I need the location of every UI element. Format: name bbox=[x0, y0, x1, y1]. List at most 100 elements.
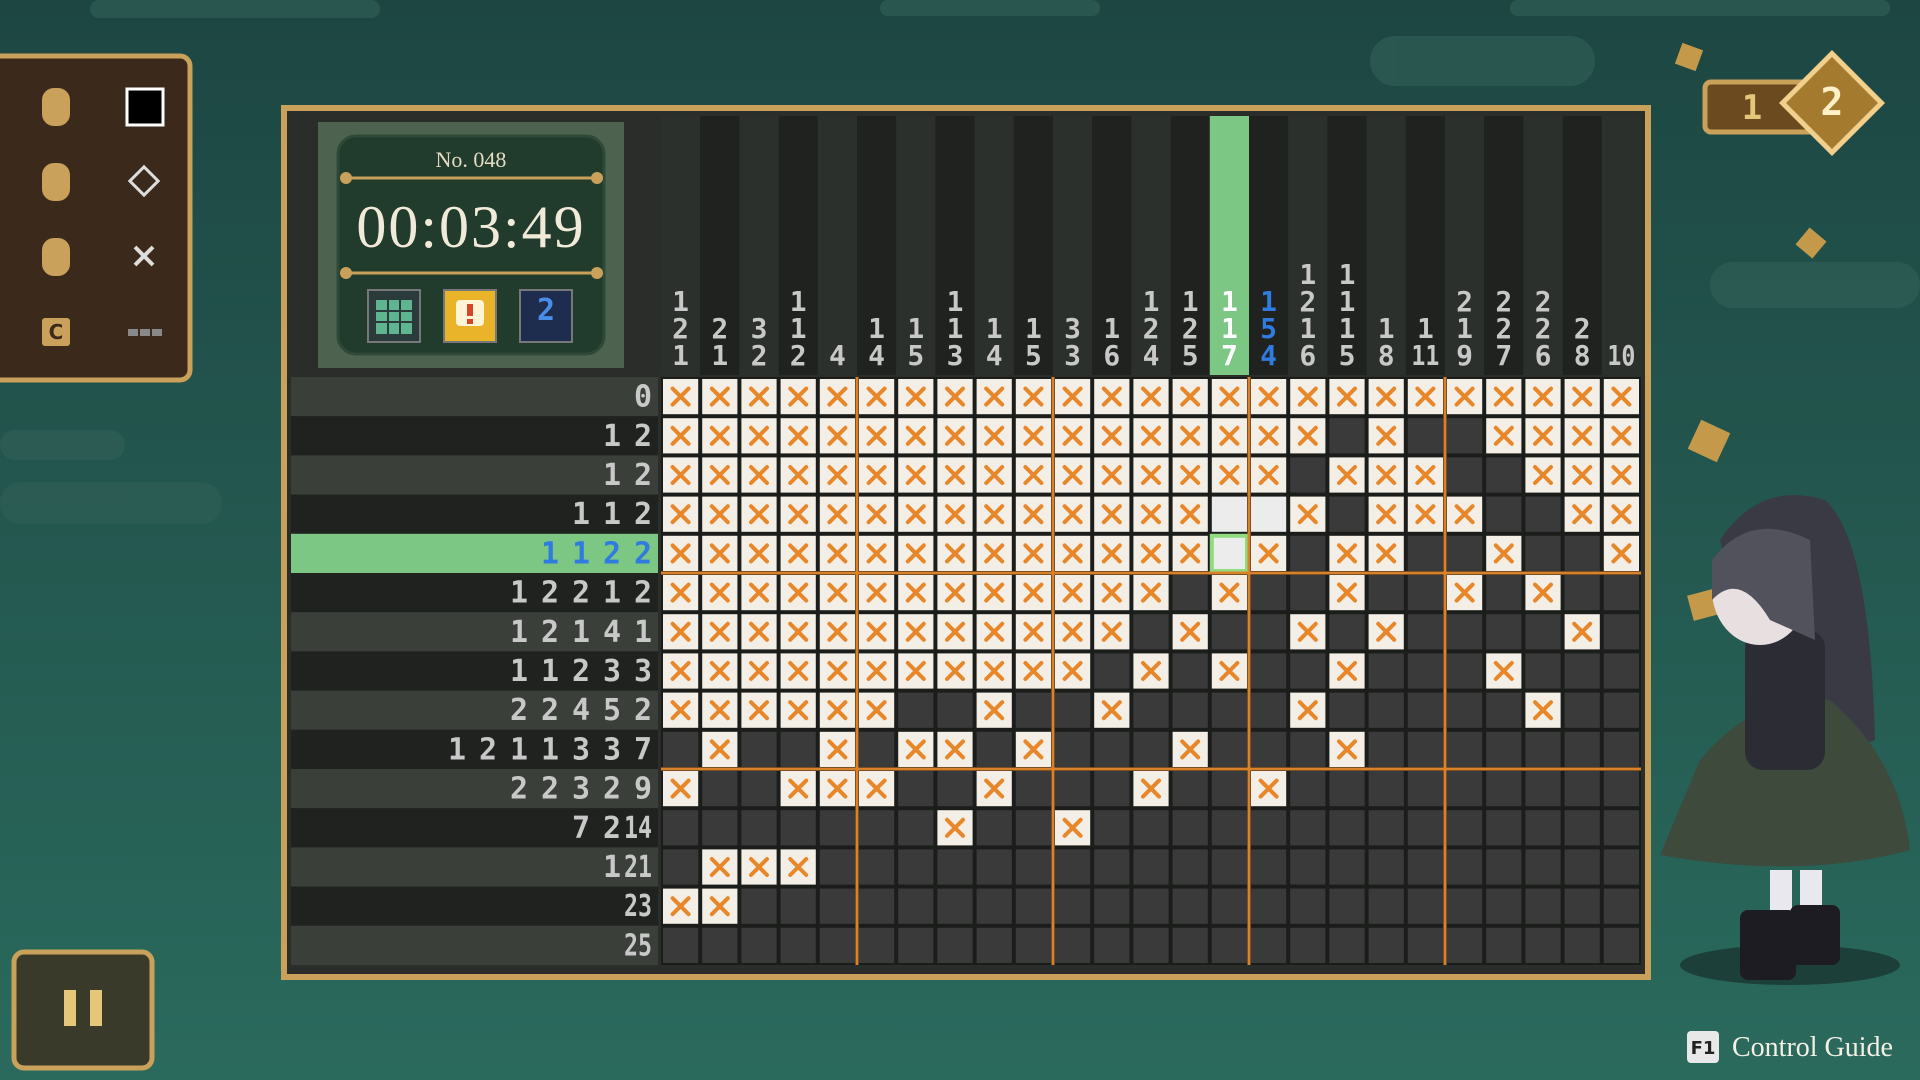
cross-mark bbox=[866, 582, 887, 603]
cell-filled bbox=[937, 771, 973, 807]
control-guide[interactable]: F1 Control Guide bbox=[1687, 1031, 1893, 1063]
cross-mark bbox=[1337, 386, 1357, 407]
cell-filled bbox=[859, 849, 895, 885]
cross-mark bbox=[866, 465, 887, 485]
cross-mark bbox=[866, 661, 887, 681]
cross-mark bbox=[945, 386, 965, 407]
cell-filled bbox=[1407, 653, 1443, 689]
cross-tool[interactable] bbox=[133, 245, 155, 267]
cross-mark bbox=[1062, 817, 1083, 838]
cross-mark bbox=[945, 543, 965, 564]
cross-mark bbox=[788, 386, 809, 407]
column-clue: 6 bbox=[1299, 339, 1316, 372]
row-clue: 2 bbox=[541, 576, 559, 611]
cell-filled bbox=[1368, 888, 1404, 924]
cross-mark bbox=[1297, 700, 1318, 721]
cross-mark bbox=[1141, 425, 1161, 446]
cross-mark bbox=[1219, 386, 1240, 407]
cross-mark bbox=[1023, 504, 1044, 525]
fill-tool[interactable] bbox=[125, 87, 165, 127]
row-clue: 1 bbox=[572, 497, 590, 532]
cross-mark bbox=[1023, 739, 1044, 760]
cross-mark bbox=[1062, 661, 1083, 681]
cross-mark bbox=[1415, 386, 1436, 407]
column-clue: 2 bbox=[711, 312, 728, 345]
cell-filled bbox=[937, 927, 973, 963]
cell-filled bbox=[1407, 927, 1443, 963]
cell-filled bbox=[1133, 810, 1169, 846]
clouds bbox=[0, 0, 1920, 524]
column-clue: 1 bbox=[711, 339, 728, 372]
cross-mark bbox=[1062, 425, 1083, 446]
cell-filled bbox=[976, 810, 1012, 846]
cross-mark bbox=[1180, 543, 1201, 564]
cell-filled bbox=[1564, 849, 1600, 885]
column-clue: 1 bbox=[1339, 258, 1356, 291]
cross-mark bbox=[984, 504, 1005, 525]
cross-mark bbox=[1611, 504, 1632, 525]
column-clue: 2 bbox=[751, 339, 768, 372]
row-clue: 2 bbox=[541, 693, 559, 728]
cross-mark bbox=[1023, 582, 1044, 603]
cross-mark bbox=[1572, 621, 1593, 642]
cross-mark bbox=[709, 386, 730, 407]
column-clue-bg bbox=[1053, 116, 1093, 375]
column-clue: 2 bbox=[1535, 312, 1552, 345]
cell-filled bbox=[1290, 457, 1326, 493]
cell-filled bbox=[1211, 692, 1247, 728]
cross-mark bbox=[1101, 504, 1122, 525]
cross-mark bbox=[1454, 386, 1475, 407]
cross-mark bbox=[788, 857, 809, 877]
cross-mark bbox=[1219, 425, 1240, 446]
cell-filled bbox=[1603, 692, 1639, 728]
cross-mark bbox=[788, 465, 809, 485]
column-clue: 4 bbox=[1143, 339, 1160, 372]
cross-mark bbox=[1297, 504, 1318, 525]
column-clue-bg bbox=[1209, 116, 1249, 375]
cell-filled bbox=[663, 810, 699, 846]
cross-mark bbox=[827, 778, 848, 799]
column-clue: 1 bbox=[1339, 312, 1356, 345]
cell-filled bbox=[1407, 692, 1443, 728]
cell-filled bbox=[1368, 810, 1404, 846]
cell-filled bbox=[741, 771, 777, 807]
cell-filled bbox=[1407, 731, 1443, 767]
hint-icon[interactable] bbox=[443, 289, 497, 343]
cross-mark bbox=[866, 621, 887, 642]
cell-filled bbox=[937, 849, 973, 885]
column-clue-bg bbox=[1562, 116, 1602, 375]
cell-filled bbox=[1603, 849, 1639, 885]
cell-filled bbox=[1486, 731, 1522, 767]
cross-mark bbox=[1533, 582, 1553, 603]
cross-mark bbox=[866, 425, 887, 446]
clear-tool[interactable] bbox=[128, 329, 162, 336]
cell-filled bbox=[1407, 418, 1443, 454]
cell-filled bbox=[859, 888, 895, 924]
key-cap bbox=[1687, 1031, 1719, 1063]
cross-mark bbox=[1258, 543, 1279, 564]
cross-mark bbox=[1062, 621, 1083, 642]
layer-icon[interactable]: 2 bbox=[519, 289, 573, 343]
cross-mark bbox=[905, 504, 926, 525]
cell-filled bbox=[702, 927, 738, 963]
cross-mark bbox=[1023, 465, 1044, 485]
cross-mark bbox=[1611, 386, 1632, 407]
cell-filled bbox=[1407, 614, 1443, 650]
pause-button[interactable] bbox=[11, 949, 155, 1071]
cell-filled bbox=[780, 810, 816, 846]
cross-mark bbox=[709, 896, 730, 917]
cross-mark bbox=[749, 661, 769, 681]
cross-mark bbox=[866, 543, 887, 564]
cross-mark bbox=[1101, 386, 1122, 407]
cell-filled bbox=[1486, 575, 1522, 611]
cell-filled bbox=[1172, 771, 1208, 807]
key-label: F1 bbox=[1691, 1038, 1716, 1059]
cross-mark bbox=[1141, 543, 1161, 564]
cross-mark bbox=[1337, 582, 1357, 603]
preview-icon[interactable] bbox=[367, 289, 421, 343]
mark-tool[interactable] bbox=[127, 164, 161, 198]
cross-mark bbox=[984, 425, 1005, 446]
row-clue: 1 bbox=[541, 732, 559, 767]
column-clue: 1 bbox=[1299, 258, 1316, 291]
column-clue: 9 bbox=[1456, 339, 1473, 372]
